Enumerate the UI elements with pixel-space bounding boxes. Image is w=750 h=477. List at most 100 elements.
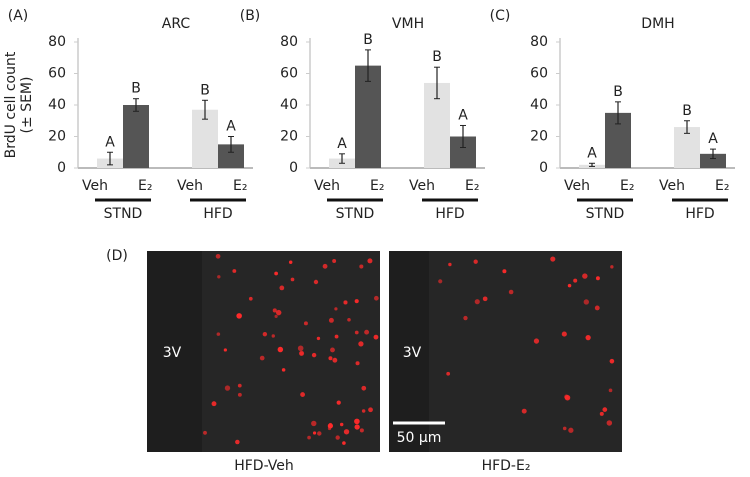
legend-label: E₂ bbox=[233, 178, 247, 194]
cell-dot bbox=[271, 334, 275, 338]
cell-dot bbox=[303, 321, 308, 326]
legend-label: Veh bbox=[314, 178, 340, 194]
cell-dot bbox=[330, 347, 335, 353]
legend-label: Veh bbox=[82, 178, 108, 194]
cell-dot bbox=[307, 435, 311, 440]
cell-dot bbox=[502, 269, 507, 274]
y-tick-label: 0 bbox=[57, 160, 66, 176]
cell-dot bbox=[595, 276, 600, 281]
cell-dot bbox=[521, 408, 527, 414]
cell-dot bbox=[354, 330, 359, 335]
cell-dot bbox=[275, 309, 282, 316]
significance-letter: B bbox=[131, 81, 141, 97]
cell-dot bbox=[564, 394, 569, 400]
chart-title: ARC bbox=[162, 16, 191, 32]
y-tick-label: 20 bbox=[280, 129, 298, 145]
cell-dot bbox=[297, 345, 304, 352]
scale-bar-label: 50 μm bbox=[397, 430, 442, 446]
cell-dot bbox=[223, 348, 227, 352]
cell-dot bbox=[237, 383, 242, 388]
legend-label: E₂ bbox=[370, 178, 384, 194]
y-tick-label: 80 bbox=[280, 34, 298, 50]
significance-letter: B bbox=[432, 49, 442, 65]
legend-label: Veh bbox=[177, 178, 203, 194]
significance-letter: B bbox=[363, 32, 373, 48]
y-tick-label: 80 bbox=[530, 34, 548, 50]
cell-dot bbox=[573, 278, 578, 283]
significance-letter: B bbox=[613, 84, 623, 100]
cell-dot bbox=[216, 332, 221, 336]
cell-dot bbox=[211, 401, 217, 407]
cell-dot bbox=[373, 334, 379, 340]
ventricle bbox=[389, 251, 429, 452]
cell-dot bbox=[332, 259, 337, 263]
y-tick-label: 60 bbox=[280, 66, 298, 82]
cell-dot bbox=[235, 439, 240, 445]
cell-dot bbox=[327, 423, 333, 429]
cell-dot bbox=[334, 307, 338, 311]
image-caption: HFD-E₂ bbox=[482, 458, 531, 474]
cell-dot bbox=[582, 273, 588, 279]
legend-label: E₂ bbox=[465, 178, 479, 194]
cell-dot bbox=[358, 341, 364, 347]
significance-letter: B bbox=[200, 82, 210, 98]
cell-dot bbox=[608, 388, 613, 393]
cell-dot bbox=[354, 418, 360, 425]
cell-dot bbox=[312, 431, 317, 435]
cell-dot bbox=[355, 361, 360, 366]
x-tick-label: HFD bbox=[685, 206, 714, 222]
cell-dot bbox=[332, 357, 338, 363]
cell-dot bbox=[473, 259, 478, 264]
cell-dot bbox=[354, 424, 360, 430]
y-tick-label: 40 bbox=[530, 97, 548, 113]
cell-dot bbox=[262, 331, 268, 337]
cell-dot bbox=[567, 283, 572, 288]
cell-dot bbox=[610, 265, 614, 269]
bar bbox=[123, 105, 149, 168]
y-tick-label: 20 bbox=[530, 129, 548, 145]
cell-dot bbox=[568, 427, 574, 433]
cell-dot bbox=[585, 334, 591, 341]
cell-dot bbox=[446, 371, 451, 376]
panel-label: (A) bbox=[8, 8, 29, 24]
y-tick-label: 40 bbox=[280, 97, 298, 113]
bar bbox=[355, 65, 381, 168]
y-tick-label: 0 bbox=[539, 160, 548, 176]
panel-label: (C) bbox=[490, 8, 511, 24]
significance-letter: A bbox=[105, 134, 115, 150]
cell-dot bbox=[438, 279, 443, 284]
significance-letter: A bbox=[587, 145, 597, 161]
cell-dot bbox=[248, 296, 253, 301]
cell-dot bbox=[335, 435, 340, 440]
cell-dot bbox=[550, 256, 556, 262]
cell-dot bbox=[533, 338, 540, 344]
cell-dot bbox=[361, 385, 367, 391]
cell-dot bbox=[203, 430, 207, 435]
legend-label: E₂ bbox=[138, 178, 152, 194]
cell-dot bbox=[606, 420, 613, 426]
significance-letter: A bbox=[337, 136, 347, 152]
cell-dot bbox=[561, 331, 567, 337]
cell-dot bbox=[343, 429, 350, 435]
x-tick-label: STND bbox=[104, 206, 143, 222]
cell-dot bbox=[281, 368, 286, 372]
cell-dot bbox=[508, 289, 514, 295]
cell-dot bbox=[373, 295, 379, 301]
cell-dot bbox=[367, 258, 373, 264]
cell-dot bbox=[236, 313, 242, 319]
cell-dot bbox=[354, 299, 359, 304]
cell-dot bbox=[215, 253, 221, 259]
cell-dot bbox=[274, 271, 278, 276]
cell-dot bbox=[299, 350, 305, 356]
y-tick-label: 80 bbox=[48, 34, 66, 50]
cell-dot bbox=[562, 426, 567, 431]
x-tick-label: STND bbox=[336, 206, 375, 222]
cell-dot bbox=[313, 279, 319, 285]
y-axis-label: BrdU cell count bbox=[3, 51, 19, 158]
cell-dot bbox=[359, 428, 364, 433]
cell-dot bbox=[328, 356, 333, 361]
cell-dot bbox=[217, 275, 221, 279]
cell-dot bbox=[339, 422, 344, 427]
y-axis-label: (± SEM) bbox=[19, 77, 35, 134]
x-tick-label: HFD bbox=[203, 206, 232, 222]
